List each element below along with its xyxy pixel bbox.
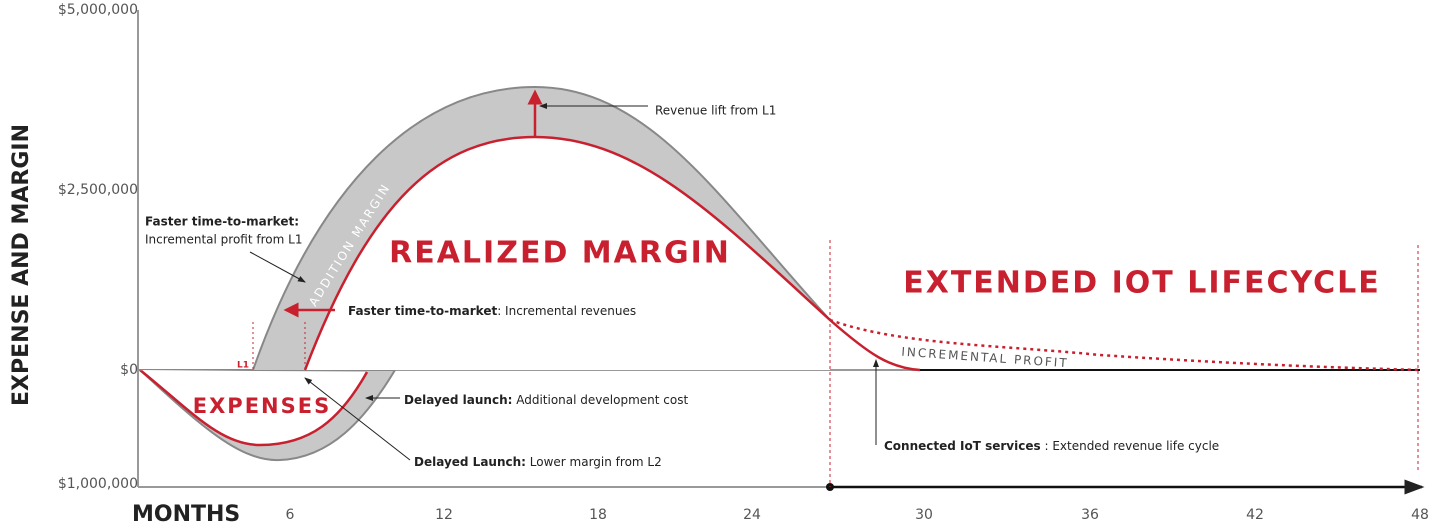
note-rest: : Incremental revenues xyxy=(497,304,636,318)
x-tick-label: 48 xyxy=(1411,507,1429,523)
y-label: EXPENSE AND MARGIN xyxy=(9,124,34,406)
note-bold: Faster time-to-market xyxy=(348,304,497,318)
x-tick-label: 18 xyxy=(589,507,607,523)
x-tick-label: 6 xyxy=(286,507,295,523)
note-rest: Lower margin from L2 xyxy=(526,455,662,469)
expenses-label: EXPENSES xyxy=(193,394,331,418)
note: Faster time-to-market: Incremental reven… xyxy=(348,304,636,318)
expense-curve xyxy=(139,369,369,447)
x-tick-label: 30 xyxy=(915,507,933,523)
y-tick-label: $2,500,000 xyxy=(58,182,138,198)
margin-outer-curve xyxy=(252,85,831,371)
expense-inner xyxy=(140,370,367,445)
note: Revenue lift from L1 xyxy=(655,104,776,118)
incremental-label: INCREMENTAL PROFIT xyxy=(901,345,1069,371)
realized-label: REALIZED MARGIN xyxy=(389,236,731,271)
l1-label: L1 xyxy=(237,361,249,371)
y-tick-label: $5,000,000 xyxy=(58,2,138,18)
y-tick-label: $0 xyxy=(120,362,138,378)
x-tick-label: 24 xyxy=(743,507,761,523)
note: Delayed Launch: Lower margin from L2 xyxy=(414,455,662,469)
x-label: MONTHS xyxy=(132,502,240,527)
note-rest: Additional development cost xyxy=(512,393,688,407)
y-tick-label: $1,000,000 xyxy=(58,476,138,492)
note-bold: Connected IoT services xyxy=(884,439,1041,453)
note-bold: Delayed launch: xyxy=(404,393,512,407)
pointer xyxy=(304,377,411,461)
extended-label: EXTENDED IOT LIFECYCLE xyxy=(903,266,1381,301)
note-rest: : Extended revenue life cycle xyxy=(1041,439,1220,453)
x-tick-label: 36 xyxy=(1081,507,1099,523)
note: Incremental profit from L1 xyxy=(145,233,302,247)
note: Delayed launch: Additional development c… xyxy=(404,393,688,407)
margin-curve xyxy=(303,135,921,372)
margin-inner xyxy=(305,137,830,370)
lifecycle-curve xyxy=(829,318,1421,372)
note: Faster time-to-market: xyxy=(145,215,299,229)
x-tick-label: 12 xyxy=(435,507,453,523)
note-bold: Delayed Launch: xyxy=(414,455,526,469)
x-tick-label: 42 xyxy=(1246,507,1264,523)
note: Connected IoT services : Extended revenu… xyxy=(884,439,1219,453)
pointer xyxy=(249,251,306,283)
